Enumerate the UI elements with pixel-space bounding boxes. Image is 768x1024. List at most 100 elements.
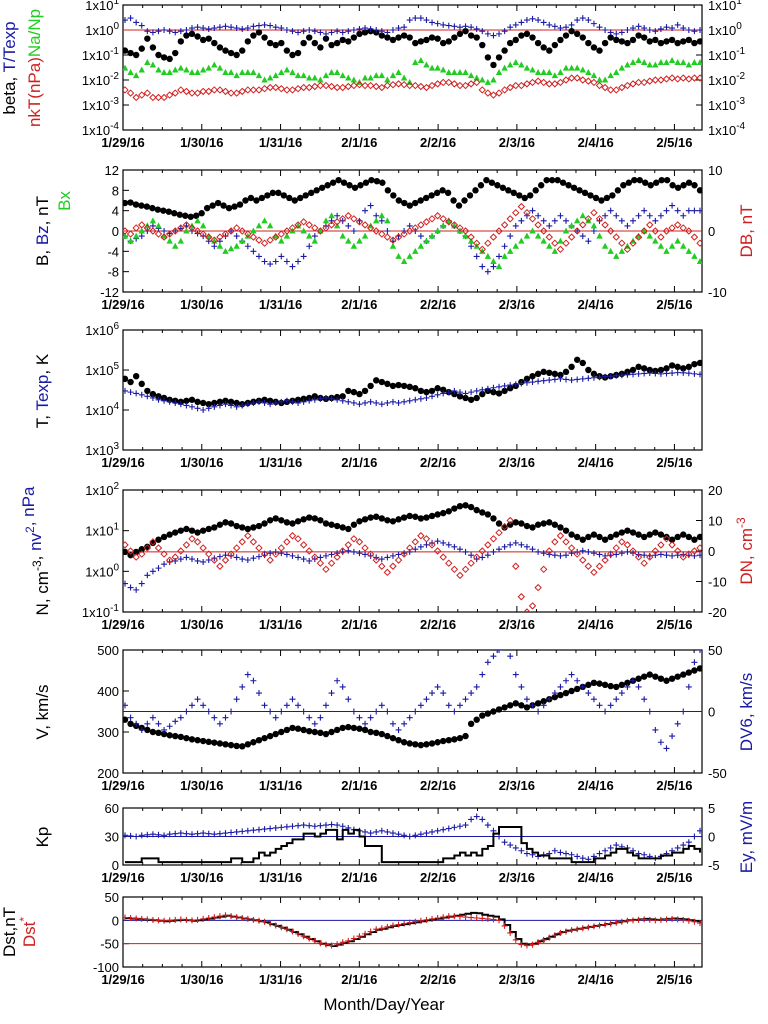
data-point	[562, 32, 570, 39]
data-point	[423, 741, 430, 748]
tick-exponent: -4	[110, 121, 119, 132]
data-point	[423, 17, 430, 24]
data-point	[573, 227, 581, 235]
data-point	[373, 926, 380, 933]
data-point	[596, 232, 603, 239]
data-point	[445, 825, 452, 832]
data-point	[400, 80, 408, 89]
data-point	[378, 230, 386, 238]
data-point	[177, 733, 185, 741]
x-tick-label: 2/5/16	[656, 297, 692, 312]
data-point	[557, 375, 564, 382]
data-point	[657, 541, 665, 549]
data-point	[289, 552, 296, 559]
data-point	[311, 237, 319, 244]
data-point	[155, 565, 162, 572]
data-point	[445, 38, 452, 45]
x-tick-label: 2/5/16	[656, 870, 692, 885]
data-point	[456, 81, 464, 90]
data-point	[501, 252, 508, 259]
plot-frame	[122, 896, 703, 968]
data-point	[351, 184, 359, 191]
x-tick-label: 1/30/16	[180, 135, 223, 150]
data-point	[557, 691, 564, 699]
data-point	[205, 830, 212, 837]
data-point	[673, 75, 682, 83]
data-point	[266, 556, 274, 564]
data-point	[211, 555, 218, 562]
data-point	[194, 737, 201, 744]
data-point	[205, 400, 212, 408]
data-point	[389, 72, 397, 79]
data-point	[228, 228, 235, 234]
data-point	[194, 916, 201, 923]
data-point	[590, 370, 598, 378]
data-point	[239, 915, 246, 921]
data-point	[266, 517, 274, 524]
data-point	[266, 83, 274, 92]
data-point	[200, 702, 207, 709]
y-tick-label: -12	[100, 285, 119, 300]
data-point	[635, 23, 642, 30]
data-point	[641, 552, 648, 559]
data-point	[590, 679, 598, 686]
data-point	[350, 81, 358, 90]
y2-tick-label: 10	[708, 163, 722, 178]
tick-exponent: 0	[736, 21, 742, 32]
data-point	[484, 541, 492, 549]
data-point	[663, 38, 670, 45]
tick-mantissa: 1x10	[82, 73, 110, 88]
data-point	[590, 696, 597, 703]
data-point	[624, 679, 631, 686]
data-point	[305, 547, 313, 555]
data-point	[378, 515, 385, 522]
data-point	[344, 541, 353, 549]
data-point	[657, 233, 665, 241]
data-point	[579, 66, 586, 73]
data-point	[278, 39, 285, 47]
data-point	[247, 194, 255, 202]
data-point	[587, 192, 594, 199]
data-point	[573, 550, 581, 558]
data-point	[350, 935, 357, 942]
data-point	[322, 72, 330, 79]
data-point	[585, 238, 592, 245]
data-point	[378, 562, 386, 570]
data-point	[132, 232, 140, 239]
data-point	[227, 398, 235, 406]
data-point	[510, 189, 518, 197]
data-point	[272, 714, 279, 721]
data-point	[269, 189, 277, 197]
data-point	[501, 387, 508, 395]
data-point	[657, 916, 664, 923]
data-point	[618, 918, 625, 925]
data-point	[138, 546, 145, 553]
data-point	[495, 68, 503, 75]
data-point	[468, 24, 475, 31]
data-point	[203, 204, 211, 212]
data-point	[685, 669, 693, 676]
data-point	[199, 36, 207, 44]
data-point	[244, 243, 251, 250]
data-point	[295, 822, 302, 829]
data-point	[400, 514, 408, 521]
data-point	[512, 936, 519, 943]
data-point	[123, 199, 129, 207]
data-point	[618, 38, 626, 45]
data-point	[367, 928, 374, 935]
data-point	[389, 552, 396, 559]
data-point	[574, 548, 581, 555]
data-point	[685, 839, 692, 846]
data-point	[568, 671, 575, 678]
data-point	[540, 550, 547, 557]
data-point	[211, 524, 218, 531]
data-point	[356, 30, 363, 38]
data-point	[685, 683, 692, 690]
data-point	[434, 385, 441, 392]
label-part: beta,	[0, 72, 19, 114]
panel-beta: 1/29/16 1/30/16 1/31/16 2/1/16 2/2/16 2/3/16 2…	[0, 0, 746, 150]
data-point	[295, 258, 302, 265]
data-point	[540, 377, 547, 384]
data-point	[250, 739, 257, 746]
data-point	[272, 824, 279, 831]
